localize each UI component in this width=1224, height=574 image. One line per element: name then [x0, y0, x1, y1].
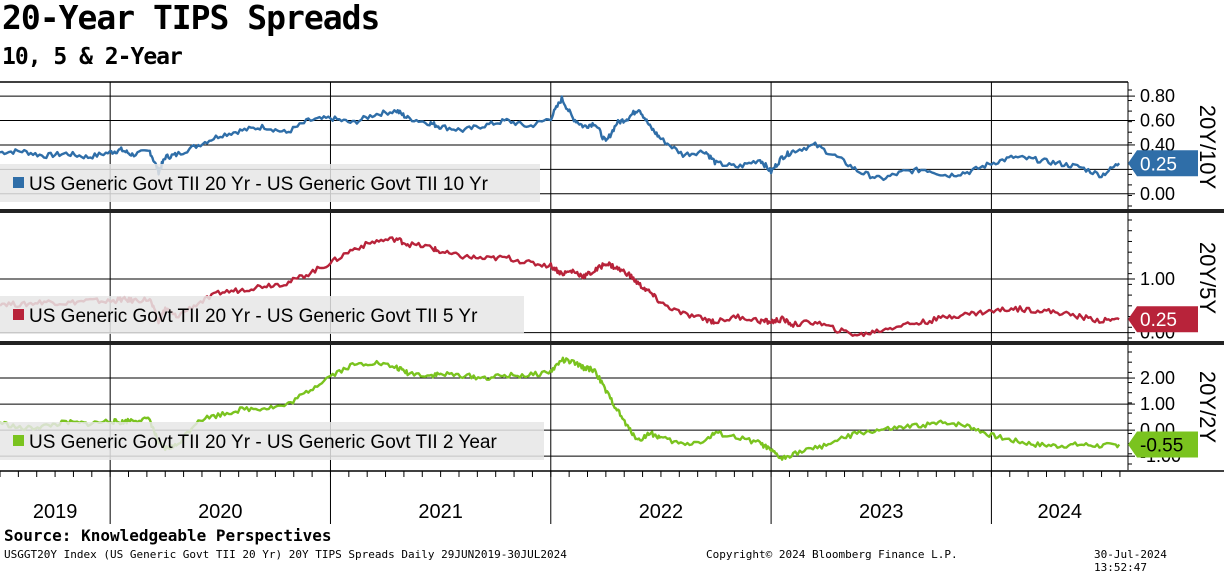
x-tick-label: 2024	[1037, 501, 1082, 523]
panel-separator	[0, 341, 1224, 345]
legend-label: US Generic Govt TII 20 Yr - US Generic G…	[29, 174, 489, 195]
x-tick-label: 2020	[198, 501, 243, 523]
x-tick-label: 2023	[859, 501, 904, 523]
legend-swatch	[13, 435, 24, 446]
source-label: Source: Knowledgeable Perspectives	[4, 526, 332, 545]
panel-label: 20Y/5Y	[1195, 242, 1220, 314]
last-value-label: 0.25	[1140, 154, 1177, 175]
last-value-tag	[1128, 150, 1198, 177]
legend-label: US Generic Govt TII 20 Yr - US Generic G…	[29, 432, 497, 453]
y-tick-label: 2.00	[1140, 368, 1175, 388]
chart-title: 20-Year TIPS Spreads	[2, 0, 380, 37]
y-tick-label: 1.00	[1140, 394, 1175, 414]
footer-right: 30-Jul-2024 13:52:47	[1094, 548, 1167, 574]
panel-label: 20Y/10Y	[1195, 105, 1220, 190]
legend-swatch	[13, 309, 24, 320]
last-value-tag	[1128, 306, 1198, 333]
legend-swatch	[13, 177, 24, 188]
last-value-label: 0.25	[1140, 310, 1177, 331]
footer-left: USGGT20Y Index (US Generic Govt TII 20 Y…	[4, 548, 567, 561]
legend-box	[0, 296, 524, 334]
y-tick-label: 0.40	[1140, 135, 1175, 155]
last-value-label: -0.55	[1140, 435, 1183, 456]
legend-label: US Generic Govt TII 20 Yr - US Generic G…	[29, 306, 478, 327]
x-tick-label: 2021	[418, 501, 463, 523]
panel-separator	[0, 209, 1224, 213]
y-tick-label: 0.60	[1140, 111, 1175, 131]
last-value-tag	[1128, 431, 1198, 458]
panel-label: 20Y/2Y	[1195, 371, 1220, 443]
panel-1: 0.00 0.40 0.60 0.80 US Generic Govt TII 20 Y…	[0, 82, 1220, 212]
legend-box	[0, 164, 540, 202]
legend-box	[0, 422, 544, 460]
x-tick-label: 2019	[33, 501, 78, 523]
x-tick-label: 2022	[639, 501, 684, 523]
y-tick-label: 0.00	[1140, 184, 1175, 204]
y-tick-label: 1.00	[1140, 269, 1175, 289]
y-tick-label: 0.80	[1140, 86, 1175, 106]
series-line	[0, 95, 1121, 182]
chart-subtitle: 10, 5 & 2-Year	[2, 44, 183, 70]
footer-center: Copyright© 2024 Bloomberg Finance L.P.	[706, 548, 958, 561]
